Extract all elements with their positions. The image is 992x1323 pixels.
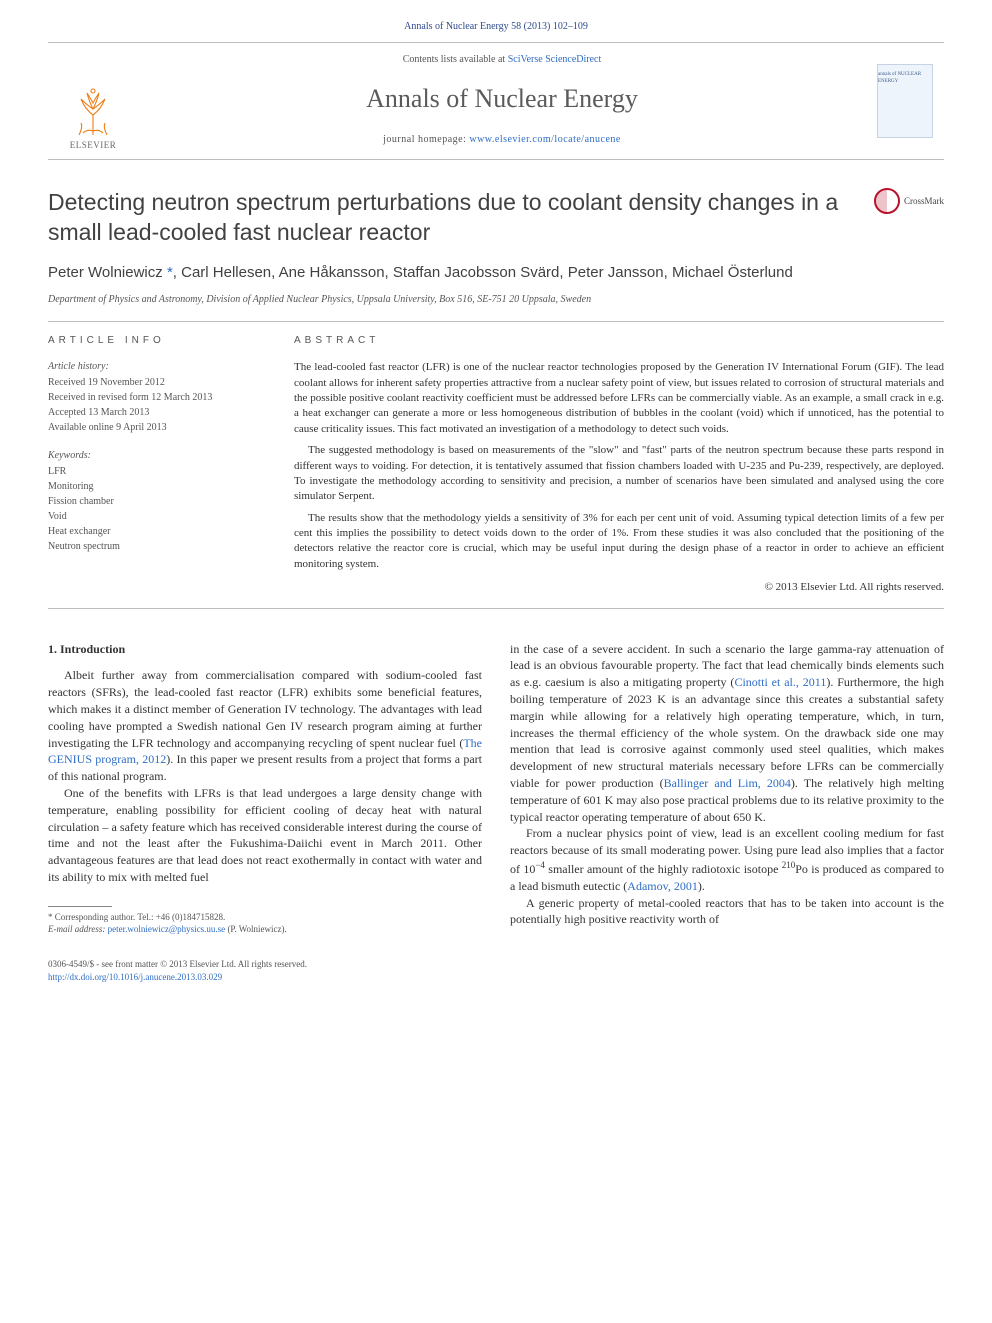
doi-link[interactable]: http://dx.doi.org/10.1016/j.anucene.2013… [48,972,222,982]
crossmark-area: CrossMark [858,188,944,248]
corresponding-marker[interactable]: * [167,264,173,281]
publisher-name: ELSEVIER [70,139,117,152]
email-suffix: (P. Wolniewicz). [225,924,287,934]
abstract-paragraph: The results show that the methodology yi… [294,511,944,573]
publisher-logo-area: ELSEVIER [48,43,138,159]
email-label: E-mail address: [48,924,108,934]
elsevier-tree-icon [69,85,117,137]
sciencedirect-link[interactable]: SciVerse ScienceDirect [508,54,602,65]
history-label: Article history: [48,360,266,374]
keyword: Neutron spectrum [48,540,266,554]
corresponding-footnote: * Corresponding author. Tel.: +46 (0)184… [48,911,482,924]
body-paragraph: From a nuclear physics point of view, le… [510,825,944,894]
body-column-right: in the case of a severe accident. In suc… [510,641,944,936]
keyword: Fission chamber [48,495,266,509]
body-columns: 1. Introduction Albeit further away from… [48,641,944,936]
divider-bottom [48,608,944,609]
banner-center: Contents lists available at SciVerse Sci… [138,43,866,159]
crossmark-label: CrossMark [904,195,944,208]
affiliation: Department of Physics and Astronomy, Div… [48,293,944,307]
body-paragraph: Albeit further away from commercialisati… [48,667,482,785]
keywords-label: Keywords: [48,449,266,463]
abstract-paragraph: The lead-cooled fast reactor (LFR) is on… [294,360,944,437]
divider-top [48,321,944,322]
history-item: Received in revised form 12 March 2013 [48,391,266,405]
journal-cover-thumbnail[interactable]: annals of NUCLEAR ENERGY [877,64,933,138]
contents-prefix: Contents lists available at [403,54,508,65]
history-item: Accepted 13 March 2013 [48,406,266,420]
keyword: LFR [48,465,266,479]
history-item: Available online 9 April 2013 [48,421,266,435]
footer-copyright: 0306-4549/$ - see front matter © 2013 El… [48,958,944,971]
authors-text: Peter Wolniewicz *, Carl Hellesen, Ane H… [48,264,793,281]
journal-banner: ELSEVIER Contents lists available at Sci… [48,42,944,160]
abstract-paragraph: The suggested methodology is based on me… [294,443,944,505]
homepage-line: journal homepage: www.elsevier.com/locat… [146,133,858,147]
info-abstract-row: ARTICLE INFO Article history: Received 1… [48,334,944,595]
abstract: ABSTRACT The lead-cooled fast reactor (L… [294,334,944,595]
history-item: Received 19 November 2012 [48,376,266,390]
homepage-prefix: journal homepage: [383,134,469,145]
homepage-link[interactable]: www.elsevier.com/locate/anucene [469,134,620,145]
article-title: Detecting neutron spectrum perturbations… [48,188,858,248]
footnote-separator [48,906,112,907]
crossmark-icon [874,188,900,214]
keyword: Monitoring [48,480,266,494]
crossmark-badge[interactable]: CrossMark [874,188,944,214]
keyword: Heat exchanger [48,525,266,539]
email-footnote: E-mail address: peter.wolniewicz@physics… [48,923,482,936]
title-block: Detecting neutron spectrum perturbations… [48,188,944,248]
journal-title: Annals of Nuclear Energy [146,81,858,117]
cover-thumb-area: annals of NUCLEAR ENERGY [866,43,944,159]
body-paragraph: A generic property of metal-cooled react… [510,895,944,929]
article-info: ARTICLE INFO Article history: Received 1… [48,334,266,595]
author-email-link[interactable]: peter.wolniewicz@physics.uu.se [108,924,226,934]
page-footer: 0306-4549/$ - see front matter © 2013 El… [48,958,944,983]
section-heading: 1. Introduction [48,641,482,658]
abstract-copyright: © 2013 Elsevier Ltd. All rights reserved… [294,580,944,595]
citation-header: Annals of Nuclear Energy 58 (2013) 102–1… [48,20,944,34]
author-list: Peter Wolniewicz *, Carl Hellesen, Ane H… [48,262,944,283]
contents-available-line: Contents lists available at SciVerse Sci… [146,53,858,67]
body-column-left: 1. Introduction Albeit further away from… [48,641,482,936]
elsevier-logo[interactable]: ELSEVIER [69,85,117,152]
keyword: Void [48,510,266,524]
abstract-heading: ABSTRACT [294,334,944,348]
body-paragraph: One of the benefits with LFRs is that le… [48,785,482,886]
body-paragraph: in the case of a severe accident. In suc… [510,641,944,826]
article-info-heading: ARTICLE INFO [48,334,266,348]
